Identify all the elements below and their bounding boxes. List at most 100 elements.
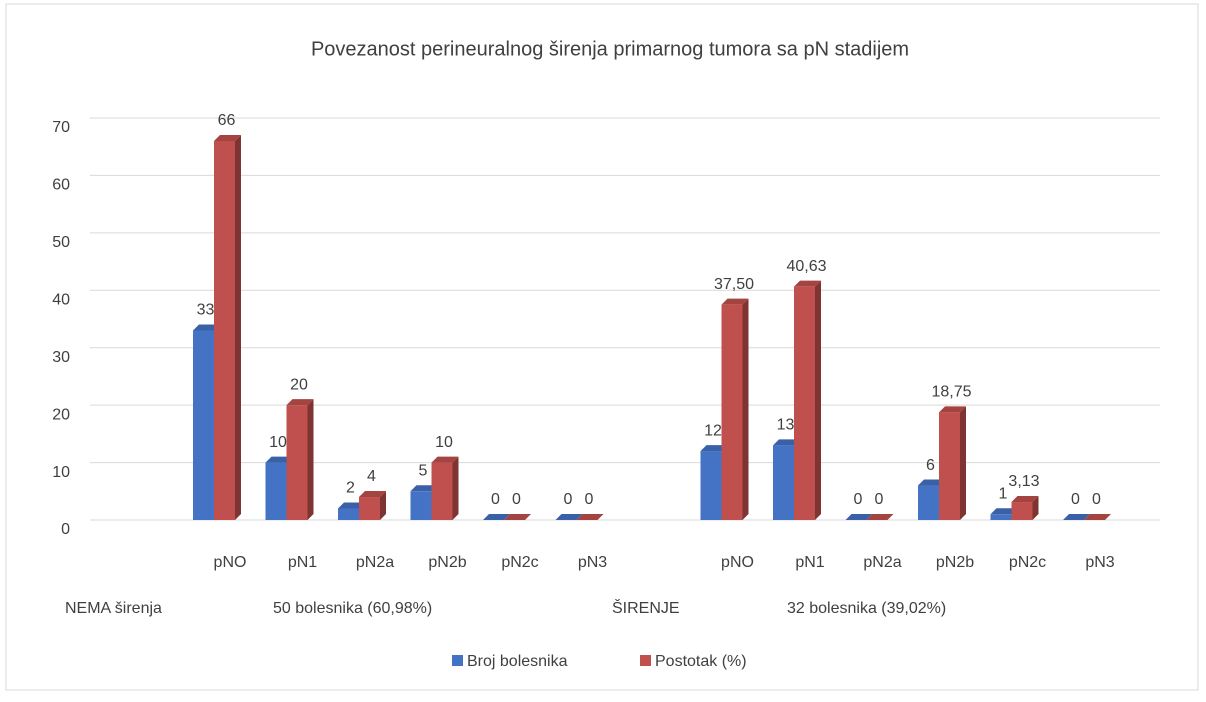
group-label: NEMA širenja [65,600,162,617]
data-label: 0 [854,491,863,508]
bar [939,412,960,520]
bar-top [576,514,604,520]
data-label: 33 [197,302,215,319]
bar [700,451,722,520]
y-tick-label: 30 [52,349,70,366]
chart-title: Povezanost perineuralnog širenja primarn… [311,38,909,60]
x-tick-label: pNO [214,554,247,571]
y-tick-label: 20 [52,406,70,423]
data-label: 66 [218,112,236,129]
data-label: 6 [926,457,935,474]
legend-label: Broj bolesnika [467,653,568,670]
data-label: 37,50 [714,276,754,293]
bar-side [452,456,459,520]
x-tick-label: pNO [721,554,754,571]
data-label: 0 [564,491,573,508]
bar [265,462,287,520]
bar-top [866,514,894,520]
data-label: 20 [290,376,308,393]
bar-side [307,399,314,520]
data-label: 0 [512,491,521,508]
bar-top [990,508,1018,515]
data-label: 10 [269,434,287,451]
data-label: 0 [585,491,594,508]
y-tick-label: 10 [52,464,70,481]
data-label: 40,63 [786,258,826,275]
bar-side [815,280,821,520]
bar [773,445,794,520]
y-tick-label: 0 [61,521,70,538]
x-tick-label: pN2a [863,554,901,571]
bar-top [1063,514,1090,520]
x-tick-label: pN1 [795,554,824,571]
bar [1011,502,1033,520]
data-label: 0 [1092,491,1101,508]
y-tick-label: 40 [52,292,70,309]
data-label: 1 [999,485,1008,502]
bar [214,140,235,520]
x-tick-label: pN2c [1009,554,1046,571]
bar-top [1084,514,1111,520]
bar-top [845,514,873,520]
group-label: 32 bolesnika (39,02%) [787,600,946,617]
bar [359,497,380,520]
y-tick-label: 70 [52,119,70,136]
group-label: 50 bolesnika (60,98%) [273,600,432,617]
legend-swatch [640,655,651,666]
bar-top [410,485,438,492]
bar-top [773,439,800,446]
bar [410,491,432,520]
bar-top [338,502,365,509]
chart-border [5,3,1199,691]
x-tick-label: pN2b [428,554,466,571]
bar-top [721,298,749,305]
bar-top [918,479,945,486]
bar [286,405,308,520]
data-label: 0 [875,491,884,508]
bar-top [265,456,293,463]
bar-top [431,456,459,463]
bar-top [504,514,531,520]
x-tick-label: pN3 [1085,554,1114,571]
x-tick-label: pN2b [936,554,974,571]
legend-swatch [452,655,463,666]
data-label: 3,13 [1008,473,1039,490]
bar-top [555,514,583,520]
data-label: 13 [777,417,795,434]
bar-top [214,134,241,141]
data-label: 5 [419,463,428,480]
group-label: ŠIRENJE [612,598,680,617]
x-tick-label: pN2c [501,554,538,571]
data-label: 4 [367,468,376,485]
data-label: 12 [704,422,722,439]
x-tick-label: pN3 [578,554,607,571]
bar [794,286,815,520]
bar-top [1011,496,1039,503]
bar [193,330,214,520]
bar-side [1032,496,1039,520]
legend-label: Postotak (%) [655,653,747,670]
bar [918,485,939,520]
bar [338,508,359,520]
data-label: 0 [1071,491,1080,508]
bar-top [483,514,510,520]
data-label: 0 [491,491,500,508]
bar-side [960,406,966,520]
bar [431,462,453,520]
data-label: 18,75 [931,384,971,401]
bar-top [193,324,220,331]
y-tick-label: 50 [52,234,70,251]
bar-side [380,491,386,520]
bar-top [794,280,821,287]
bar [990,514,1012,520]
x-tick-label: pN2a [356,554,394,571]
bar [721,304,743,520]
y-tick-label: 60 [52,177,70,194]
x-tick-label: pN1 [288,554,317,571]
bar-top [700,445,728,452]
bar-top [286,399,314,406]
bar-top [359,491,386,498]
data-label: 2 [346,480,355,497]
bar-top [939,406,966,413]
